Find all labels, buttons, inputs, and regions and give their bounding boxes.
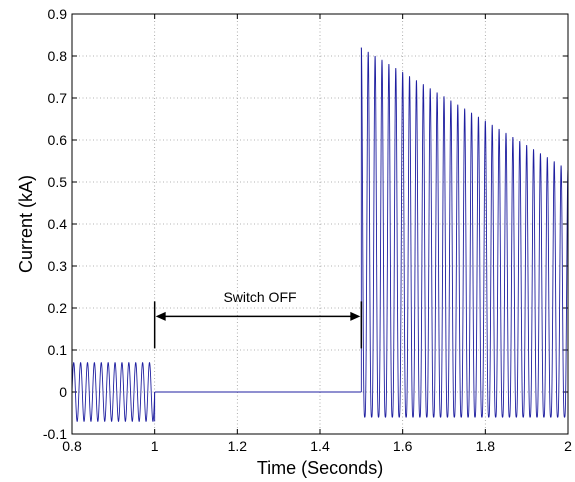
grid	[72, 14, 568, 434]
y-tick-label: 0.1	[48, 342, 68, 358]
x-axis-label: Time (Seconds)	[257, 458, 383, 478]
switch-annotation	[153, 301, 363, 349]
series-after-switch	[360, 47, 569, 418]
x-tick-label: 1.4	[310, 438, 330, 454]
y-tick-label: 0.7	[48, 90, 68, 106]
y-axis-label: Current (kA)	[16, 175, 36, 273]
x-tick-label: 2	[564, 438, 572, 454]
annotation-arrowhead-left	[155, 311, 166, 321]
y-tick-label: 0.2	[48, 300, 68, 316]
axis-ticks: 0.8 1 1.2 1.4 1.6 1.8 2 -0.1 0 0.1 0.2 0.3 0.4 0.5 0.6…	[43, 6, 572, 454]
x-tick-label: 0.8	[62, 438, 82, 454]
y-tick-label: 0.4	[48, 216, 68, 232]
y-tick-label: 0.9	[48, 6, 68, 22]
annotation-arrowhead-right	[350, 311, 361, 321]
y-tick-label: 0.8	[48, 48, 68, 64]
y-tick-label: 0.6	[48, 132, 68, 148]
plot-frame	[71, 13, 569, 435]
x-tick-label: 1	[151, 438, 159, 454]
series-before-switch	[71, 362, 156, 422]
series	[71, 47, 569, 422]
y-tick-label: 0.3	[48, 258, 68, 274]
x-tick-label: 1.8	[476, 438, 496, 454]
y-tick-label: 0.5	[48, 174, 68, 190]
x-tick-label: 1.6	[393, 438, 413, 454]
y-tick-label: 0	[59, 384, 67, 400]
y-tick-label: -0.1	[43, 426, 67, 442]
annotation-label: Switch OFF	[223, 289, 296, 305]
x-tick-label: 1.2	[228, 438, 248, 454]
